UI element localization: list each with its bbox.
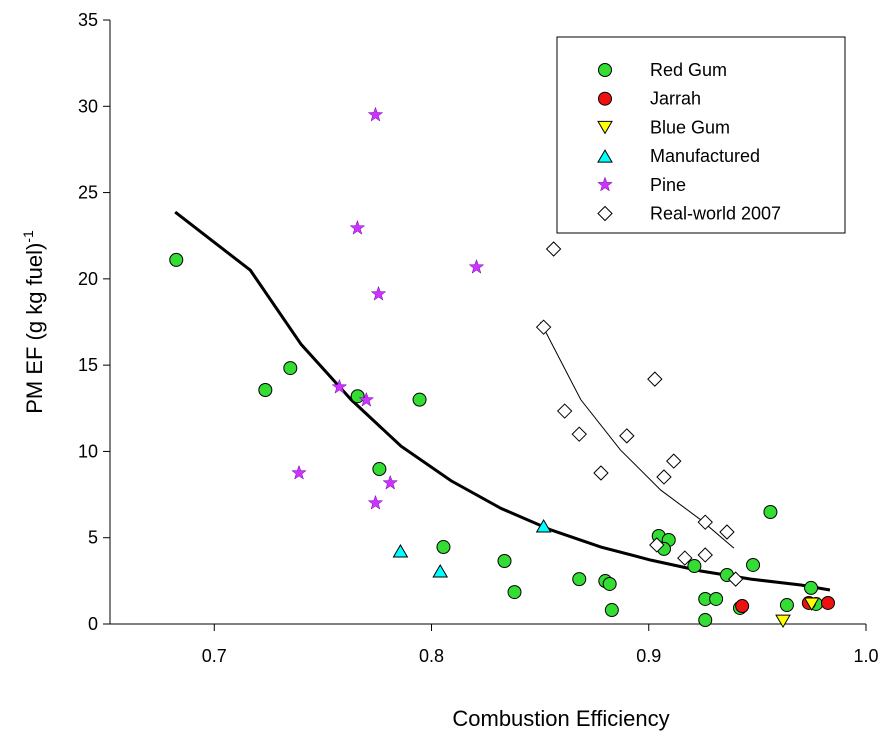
marker [468,258,485,274]
marker [775,614,791,629]
y-tick-label: 20 [78,269,98,289]
marker [763,505,778,520]
marker [687,559,702,574]
marker [597,149,613,163]
marker [432,564,449,578]
y-tick-label: 35 [78,10,98,30]
marker [597,205,613,222]
legend-label: Pine [650,175,686,195]
x-tick-label: 0.8 [419,646,444,666]
marker [556,403,573,419]
marker [291,464,307,480]
x-tick-label: 0.9 [636,646,661,666]
marker [803,597,820,611]
x-tick-label: 0.7 [202,646,227,666]
marker [656,469,672,485]
y-tick-label: 5 [88,528,98,548]
marker [746,557,761,572]
marker [545,241,562,257]
marker [593,465,609,481]
marker [507,585,522,600]
marker [370,285,387,301]
marker [677,550,693,566]
y-tick-label: 25 [78,183,98,203]
marker [497,554,512,569]
marker [412,392,427,407]
marker [649,537,665,553]
marker [571,426,587,442]
marker [697,514,713,530]
marker [709,591,724,606]
marker [697,547,713,563]
fit-curve [174,210,831,592]
legend-label: Blue Gum [650,117,730,137]
marker [169,252,184,267]
marker [258,382,273,397]
marker [331,378,348,394]
y-axis-title-sup: -1 [20,230,36,243]
marker [382,474,399,490]
marker [367,106,384,122]
marker [820,595,835,610]
marker [619,428,635,444]
y-tick-label: 15 [78,355,98,375]
y-axis-title-text: PM EF (g kg fuel) [22,243,47,414]
marker [597,176,613,192]
marker [598,63,612,77]
legend-label: Jarrah [650,89,701,109]
marker [392,544,409,558]
marker [358,391,375,407]
marker [535,518,552,533]
fit-curve [540,321,735,549]
marker [604,603,619,618]
y-tick-label: 10 [78,441,98,461]
marker [779,598,794,613]
legend-label: Manufactured [650,146,760,166]
x-tick-label: 1.0 [853,646,878,666]
marker [535,319,552,335]
y-axis-title: PM EF (g kg fuel)-1 [20,230,47,414]
legend-label: Red Gum [650,60,727,80]
legend-label: Real-world 2007 [650,204,781,224]
marker [283,361,298,376]
marker [647,371,663,387]
marker [436,540,451,555]
marker [598,91,612,106]
marker [367,494,384,510]
marker [719,524,735,540]
marker [572,572,587,587]
marker [666,453,682,469]
marker [349,219,366,235]
marker [698,613,713,628]
y-tick-label: 0 [88,614,98,634]
marker [597,120,613,135]
x-axis-title: Combustion Efficiency [452,706,669,731]
marker [804,580,819,595]
marker [372,462,387,477]
marker [727,571,744,587]
y-tick-label: 30 [78,96,98,116]
marker [350,389,365,404]
marker [735,599,750,614]
marker [602,576,617,591]
